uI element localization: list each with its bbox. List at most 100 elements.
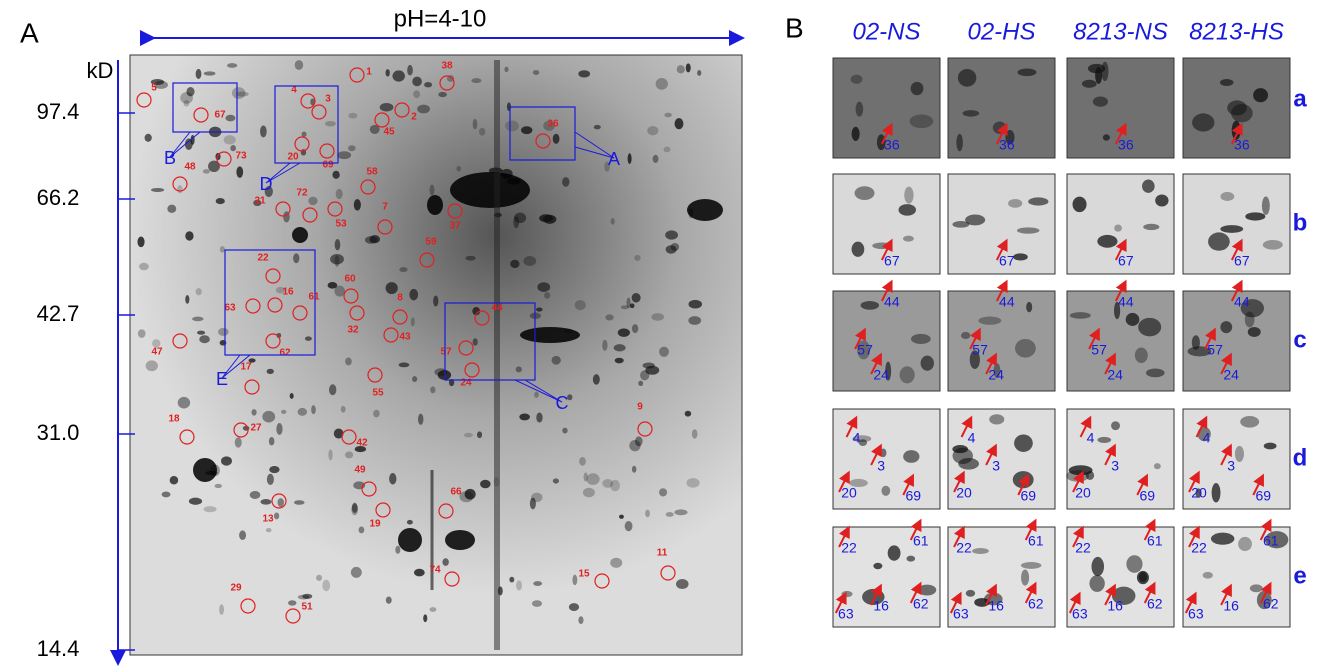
gel-spot (433, 295, 439, 307)
spot-label: 11 (657, 548, 668, 559)
thumb-spot (1155, 194, 1169, 207)
gel-spot (574, 300, 586, 311)
gel-spot (674, 509, 688, 516)
red-arrow (1104, 583, 1116, 606)
gel-spot (423, 614, 428, 623)
gel-spot (276, 423, 283, 435)
callout-box (172, 82, 238, 133)
thumb-spot (917, 584, 937, 596)
gel-spot (269, 465, 280, 474)
thumb-spot (1191, 335, 1200, 350)
gel-spot (631, 292, 641, 303)
thumb-spot (1263, 442, 1277, 450)
spot-label: 24 (873, 367, 889, 383)
thumb-spot (993, 363, 1001, 378)
red-arrow (985, 443, 997, 466)
red-arrow (1088, 327, 1100, 350)
thumb-spot (910, 333, 931, 345)
spot-circle (374, 112, 390, 128)
spot-label: 43 (399, 332, 411, 343)
spot-label: 69 (905, 488, 921, 504)
spot-circle (660, 565, 676, 581)
red-arrow (870, 583, 882, 606)
gel-spot (219, 245, 225, 253)
gel-spot (465, 255, 476, 261)
thumb-spot (1219, 79, 1234, 86)
gel-spot (208, 160, 220, 173)
gel-spot (509, 576, 515, 583)
thumb-spot (910, 81, 924, 96)
gel-spot (167, 204, 177, 213)
spot-circle (265, 268, 281, 284)
spot-circle (360, 179, 376, 195)
spot-label: 44 (1118, 294, 1134, 310)
gel-spot (448, 379, 455, 387)
gel-spot (406, 519, 413, 525)
red-arrow (1068, 591, 1081, 614)
spot-label: 44 (999, 294, 1015, 310)
gel-spot (193, 458, 217, 482)
thumb-spot (858, 439, 868, 447)
mw-unit: kD (87, 58, 114, 83)
thumb-spot (855, 101, 864, 117)
gel-spot (651, 313, 665, 321)
thumb-spot (952, 220, 970, 228)
gel-spot (185, 231, 194, 241)
gel-spot (275, 286, 285, 294)
thumb-spot (956, 133, 963, 152)
gel-spot (684, 410, 692, 417)
thumbnail (1066, 57, 1175, 159)
spot-circle (267, 297, 283, 313)
gel-spot (289, 393, 294, 399)
gel-spot (572, 574, 578, 586)
spot-circle (300, 93, 316, 109)
gel-spot (389, 473, 397, 485)
spot-circle (179, 429, 195, 445)
gel-spot (638, 380, 644, 386)
red-arrow (1017, 473, 1029, 496)
spot-circle (438, 503, 454, 519)
gel-spot (519, 413, 531, 421)
thumb-spot (972, 548, 989, 555)
thumb-spot (909, 114, 934, 129)
thumb-spot (1220, 321, 1233, 334)
red-arrow (1259, 581, 1272, 604)
gel-spot (413, 90, 421, 99)
spot-label: 66 (450, 487, 462, 498)
spot-label: 4 (1087, 430, 1095, 446)
thumb-spot (1142, 179, 1155, 193)
spot-label: 57 (1091, 342, 1107, 358)
gel-spot (464, 488, 476, 500)
thumb-spot (1081, 79, 1097, 88)
spot-label: 62 (1028, 596, 1044, 612)
spot-circle (394, 102, 410, 118)
spot-circle (136, 92, 152, 108)
gel-spot (429, 607, 437, 612)
thumb-spot (1138, 317, 1162, 337)
gel-spot (413, 568, 425, 577)
gel-spot (613, 344, 626, 352)
red-arrow (909, 581, 922, 604)
spot-circle (464, 362, 480, 378)
thumb-spot (1262, 239, 1283, 250)
thumb-spot (1256, 590, 1272, 610)
thumb-spot (1014, 434, 1033, 452)
spot-label: 27 (250, 423, 262, 434)
spot-label: 20 (1075, 485, 1091, 501)
spot-circle (343, 288, 359, 304)
gel-spot (273, 512, 280, 520)
gel-spot (543, 120, 555, 131)
gel-spot (262, 410, 276, 423)
thumb-spot (885, 361, 892, 381)
gel-spot (655, 77, 668, 90)
gel-spot (647, 125, 659, 136)
gel-spot (663, 146, 671, 153)
red-arrow (1143, 518, 1156, 541)
gel-spot (218, 327, 229, 337)
red-arrow (1072, 470, 1084, 493)
gel-spot (231, 87, 246, 99)
spot-label: 63 (953, 606, 969, 622)
spot-circle (474, 310, 490, 326)
gel-spot (645, 509, 650, 518)
gel-spot (510, 259, 520, 269)
